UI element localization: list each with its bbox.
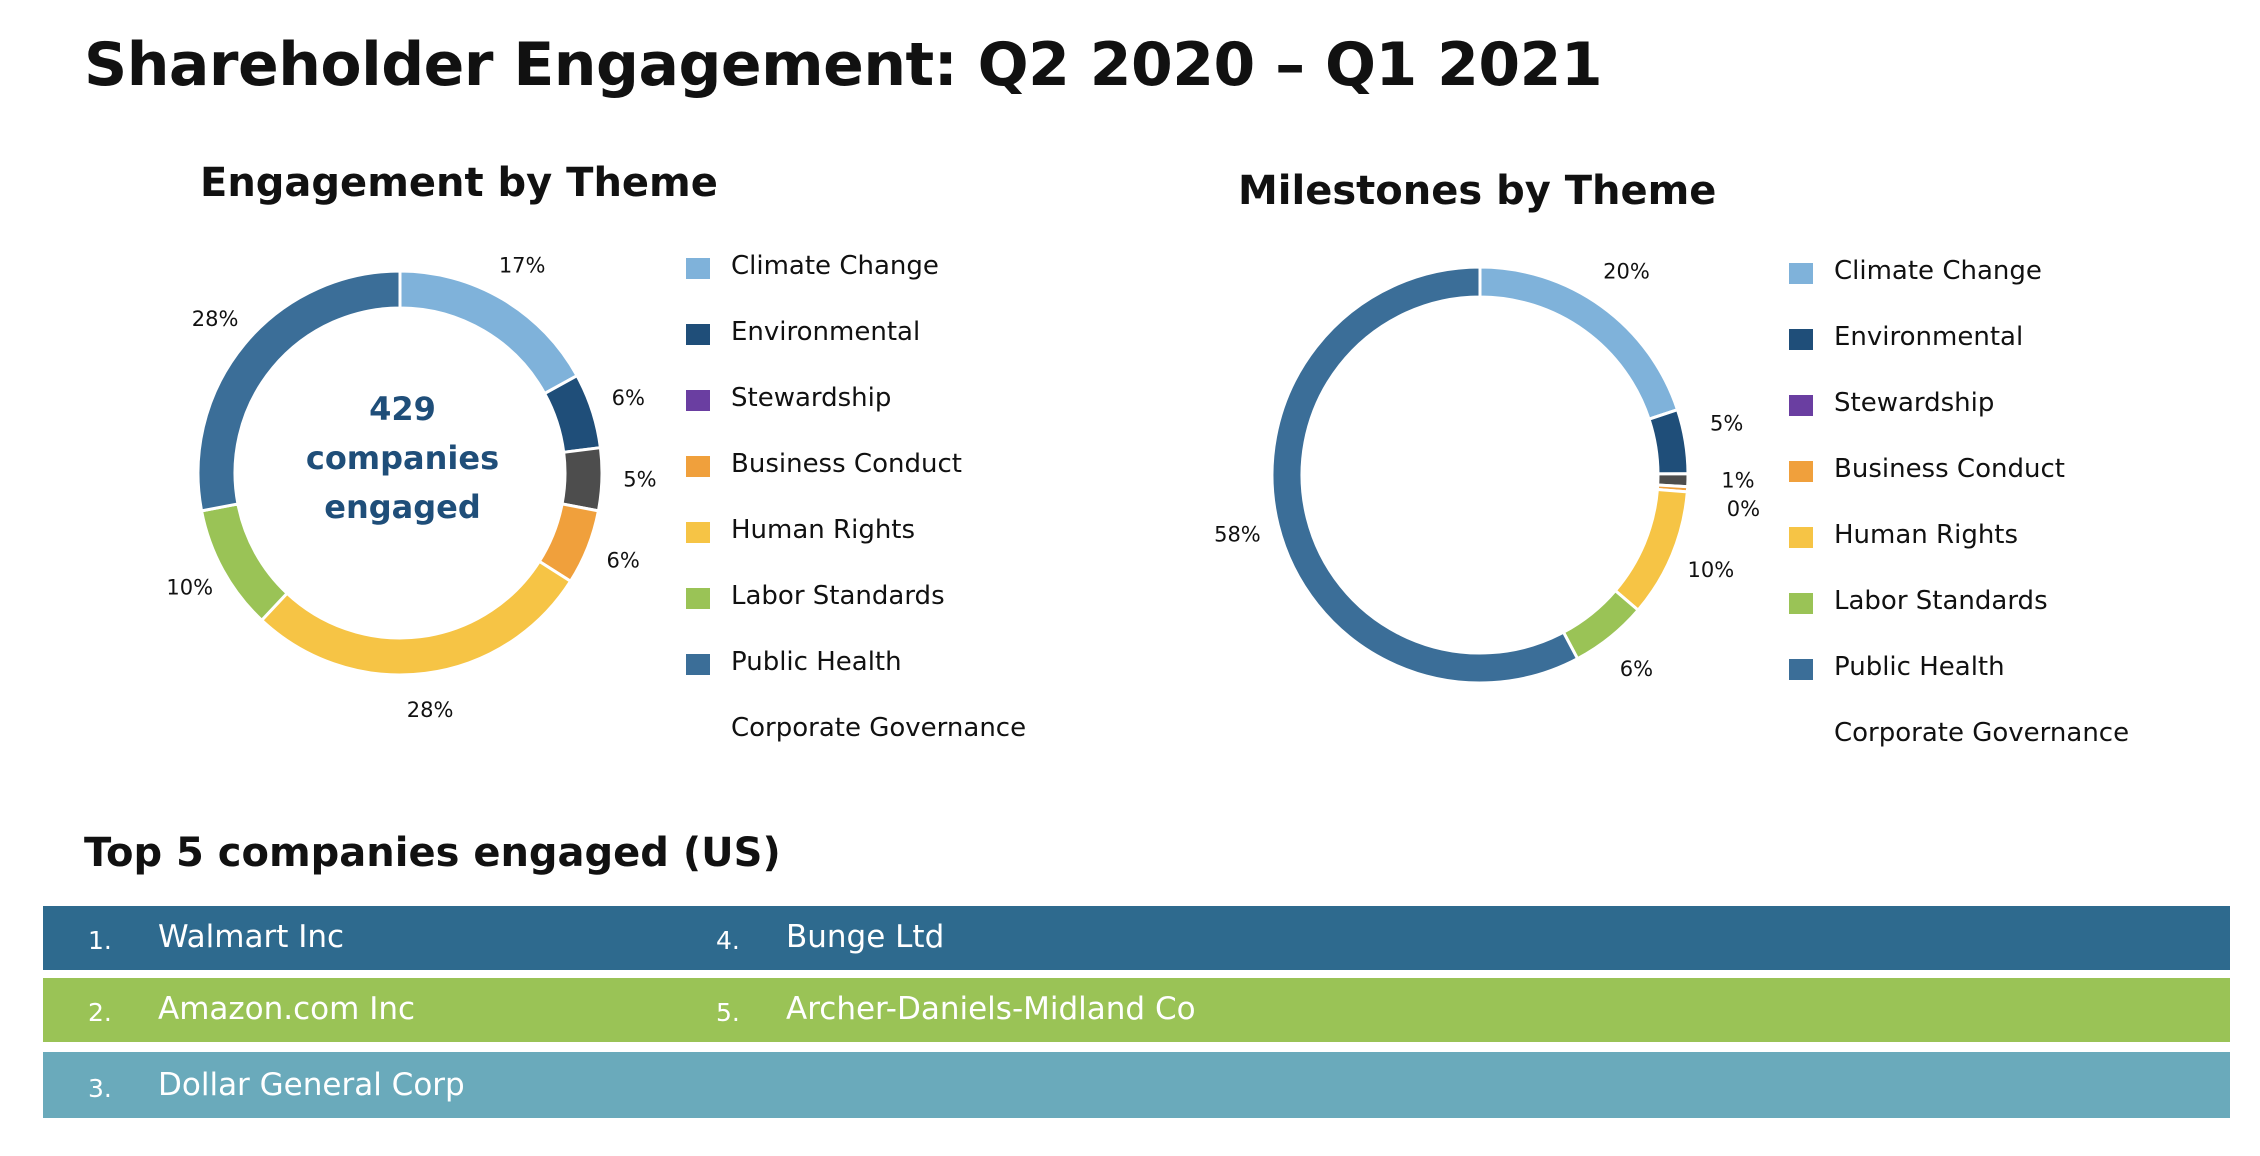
legend-engagement: Climate Change Environmental Stewardship Bu… <box>686 251 1026 779</box>
legend-swatch <box>686 258 710 279</box>
slice-label-public-health: 28% <box>192 307 239 331</box>
legend-label: Human Rights <box>731 515 916 545</box>
top5-title: Top 5 companies engaged (US) <box>84 830 781 876</box>
legend-item-stewardship: Stewardship <box>1789 388 2129 454</box>
legend-label: Stewardship <box>1834 388 1995 418</box>
company-name: Walmart Inc <box>158 919 345 955</box>
legend-swatch <box>686 720 710 741</box>
rank-number: 1. <box>88 926 112 955</box>
rank-number: 5. <box>716 998 740 1027</box>
donut-chart-milestones: 20% 5% 1% 0% 10% 6% 58% <box>1214 259 1760 685</box>
legend-label: Environmental <box>1834 322 2024 352</box>
company-name: Bunge Ltd <box>786 919 945 955</box>
donut-chart-engagement: 17% 6% 5% 6% 28% 10% 28% <box>166 253 656 722</box>
legend-item-business-conduct: Business Conduct <box>686 449 1026 515</box>
slice-public-health <box>1270 265 1580 685</box>
legend-item-stewardship: Stewardship <box>686 383 1026 449</box>
legend-label: Labor Standards <box>731 581 945 611</box>
slice-label-labor-standards: 6% <box>1620 657 1653 681</box>
legend-label: Human Rights <box>1834 520 2019 550</box>
center-line-3: engaged <box>324 488 481 526</box>
legend-label: Business Conduct <box>731 449 962 479</box>
slice-human-rights <box>259 559 573 677</box>
legend-label: Climate Change <box>1834 256 2042 286</box>
legend-swatch <box>1789 659 1813 680</box>
chart-title-engagement: Engagement by Theme <box>200 160 718 206</box>
company-name: Amazon.com Inc <box>158 991 416 1027</box>
slice-corporate-governance <box>560 446 604 513</box>
legend-item-labor-standards: Labor Standards <box>686 581 1026 647</box>
legend-swatch <box>686 390 710 411</box>
legend-swatch <box>686 588 710 609</box>
legend-label: Stewardship <box>731 383 892 413</box>
legend-item-business-conduct: Business Conduct <box>1789 454 2129 520</box>
legend-swatch <box>1789 725 1813 746</box>
legend-swatch <box>1789 395 1813 416</box>
legend-item-labor-standards: Labor Standards <box>1789 586 2129 652</box>
center-summary: 429 companies engaged <box>270 385 535 532</box>
slice-label-corporate-governance: 1% <box>1721 468 1754 492</box>
slice-labor-standards <box>1561 588 1641 661</box>
rank-number: 2. <box>88 998 112 1027</box>
legend-item-corporate-governance: Corporate Governance <box>686 713 1026 779</box>
legend-swatch <box>1789 329 1813 350</box>
legend-label: Corporate Governance <box>1834 718 2130 748</box>
slice-label-human-rights: 10% <box>1687 558 1734 582</box>
legend-item-corporate-governance: Corporate Governance <box>1789 718 2129 784</box>
slice-human-rights <box>1613 487 1689 613</box>
center-line-2: companies <box>305 439 500 477</box>
legend-swatch <box>686 522 710 543</box>
legend-item-climate-change: Climate Change <box>1789 256 2129 322</box>
slice-label-environmental: 5% <box>1710 412 1743 436</box>
legend-item-climate-change: Climate Change <box>686 251 1026 317</box>
slice-environmental <box>1647 407 1690 476</box>
slice-label-business-conduct: 6% <box>606 548 639 572</box>
page-title: Shareholder Engagement: Q2 2020 – Q1 202… <box>84 30 1603 100</box>
rank-number: 4. <box>716 926 740 955</box>
legend-swatch <box>686 456 710 477</box>
center-count: 429 <box>369 390 436 428</box>
slice-climate-change <box>1478 265 1680 422</box>
slice-label-human-rights: 28% <box>407 698 454 722</box>
slice-label-corporate-governance: 5% <box>623 468 656 492</box>
slice-label-business-conduct: 0% <box>1727 497 1760 521</box>
legend-item-human-rights: Human Rights <box>686 515 1026 581</box>
legend-label: Public Health <box>731 647 902 677</box>
slice-label-public-health: 58% <box>1214 522 1261 546</box>
slice-label-environmental: 6% <box>612 386 645 410</box>
company-name: Dollar General Corp <box>158 1067 465 1103</box>
legend-label: Corporate Governance <box>731 713 1027 743</box>
top5-row-1: 1. Walmart Inc 4. Bunge Ltd <box>43 906 2230 970</box>
legend-item-environmental: Environmental <box>686 317 1026 383</box>
legend-swatch <box>1789 461 1813 482</box>
slice-label-labor-standards: 10% <box>166 576 213 600</box>
legend-label: Labor Standards <box>1834 586 2048 616</box>
legend-item-public-health: Public Health <box>1789 652 2129 718</box>
legend-item-human-rights: Human Rights <box>1789 520 2129 586</box>
slice-climate-change <box>398 269 580 396</box>
legend-milestones: Climate Change Environmental Stewardship Bu… <box>1789 256 2129 784</box>
legend-item-environmental: Environmental <box>1789 322 2129 388</box>
slice-label-climate-change: 17% <box>499 253 546 277</box>
legend-swatch <box>1789 593 1813 614</box>
legend-swatch <box>686 324 710 345</box>
legend-label: Climate Change <box>731 251 939 281</box>
top5-row-2: 2. Amazon.com Inc 5. Archer-Daniels-Midl… <box>43 978 2230 1042</box>
legend-item-public-health: Public Health <box>686 647 1026 713</box>
slice-label-climate-change: 20% <box>1603 259 1650 283</box>
legend-label: Environmental <box>731 317 921 347</box>
top5-row-3: 3. Dollar General Corp <box>43 1052 2230 1118</box>
rank-number: 3. <box>88 1074 112 1103</box>
company-name: Archer-Daniels-Midland Co <box>786 991 1196 1027</box>
chart-title-milestones: Milestones by Theme <box>1238 168 1717 214</box>
legend-label: Public Health <box>1834 652 2005 682</box>
slice-public-health <box>196 269 402 513</box>
legend-swatch <box>1789 527 1813 548</box>
legend-label: Business Conduct <box>1834 454 2065 484</box>
legend-swatch <box>686 654 710 675</box>
legend-swatch <box>1789 263 1813 284</box>
